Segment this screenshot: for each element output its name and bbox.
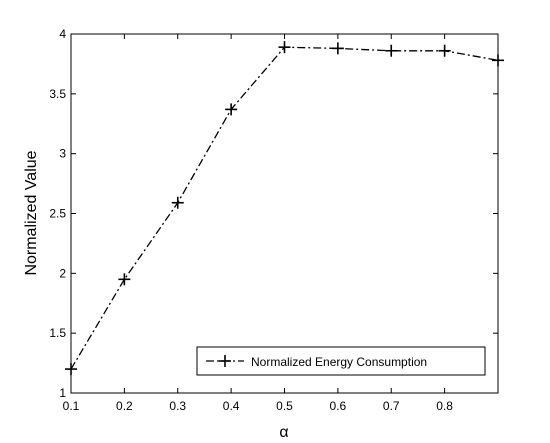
y-tick-label: 1.5 [49, 326, 66, 340]
series-layer [65, 41, 504, 376]
y-tick-label: 4 [59, 27, 66, 41]
y-tick-label: 1 [59, 386, 66, 400]
data-point-marker [171, 196, 184, 209]
data-point-marker [385, 44, 398, 57]
legend-label: Normalized Energy Consumption [251, 355, 427, 369]
y-tick-label: 3 [59, 147, 66, 161]
legend-plus-marker [219, 355, 231, 367]
data-point-marker [225, 103, 238, 116]
data-point-marker [438, 44, 451, 57]
y-tick-label: 3.5 [49, 87, 66, 101]
plot-area [70, 33, 499, 394]
x-tick-label: 0.7 [383, 399, 400, 413]
x-tick-label: 0.3 [169, 399, 186, 413]
data-point-marker [492, 54, 504, 67]
x-tick-label: 0.5 [276, 399, 293, 413]
legend-marker [219, 355, 231, 367]
x-axis-ticks: 0.1 0.2 0.3 0.4 0.5 0.6 0.7 0.8 [63, 34, 453, 413]
x-tick-label: 0.1 [63, 399, 80, 413]
y-tick-label: 2.5 [49, 207, 66, 221]
x-tick-label: 0.2 [116, 399, 133, 413]
x-tick-label: 0.8 [436, 399, 453, 413]
x-tick-label: 0.6 [330, 399, 347, 413]
x-tick-label: 0.4 [223, 399, 240, 413]
legend: Normalized Energy Consumption [196, 346, 486, 376]
legend-box [196, 346, 486, 376]
data-point-marker [278, 41, 291, 54]
x-axis-label: α [279, 424, 288, 441]
y-axis-label: Normalized Value [23, 150, 40, 275]
y-tick-label: 2 [59, 266, 66, 280]
data-point-marker [331, 42, 344, 55]
y-axis-ticks: 1 1.5 2 2.5 3 3.5 4 [49, 27, 498, 400]
data-point-marker [118, 273, 131, 286]
data-point-marker [65, 363, 77, 376]
